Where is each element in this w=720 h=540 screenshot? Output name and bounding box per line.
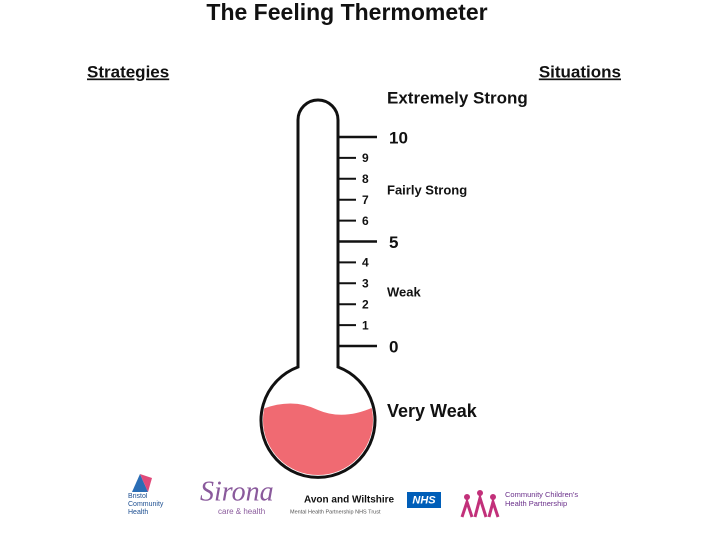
tick-label: 8	[362, 172, 369, 186]
logo-text: Sirona	[200, 476, 274, 507]
tick-label: 6	[362, 214, 369, 228]
tick-label: 10	[389, 128, 408, 147]
logo-text: Avon and Wiltshire	[304, 495, 395, 506]
level-label: Weak	[387, 284, 421, 299]
logo-tagline: Mental Health Partnership NHS Trust	[290, 509, 381, 515]
logo: Community Children's Health Partnership	[460, 490, 579, 518]
title: The Feeling Thermometer	[206, 0, 487, 25]
tick-label: 9	[362, 151, 369, 165]
tick-label: 2	[362, 297, 369, 311]
logo: Sirona care & health	[200, 476, 274, 516]
level-label: Extremely Strong	[387, 88, 528, 107]
tick-label: 4	[362, 256, 369, 270]
level-label: Very Weak	[387, 401, 478, 421]
tick-label: 1	[362, 318, 369, 332]
tick-label: 5	[389, 233, 398, 252]
logo-badge: NHS	[412, 494, 436, 506]
logo-text: Community Children's Health Partnership	[505, 490, 579, 508]
tick-label: 7	[362, 193, 369, 207]
logo-text: Bristol Community Health	[128, 493, 164, 516]
tick-label: 0	[389, 337, 398, 356]
left-heading: Strategies	[87, 62, 169, 81]
logo: Avon and Wiltshire NHS Mental Health Par…	[290, 492, 441, 515]
tick-label: 3	[362, 276, 369, 290]
right-heading: Situations	[539, 62, 621, 81]
thermometer	[259, 98, 377, 479]
logo-tagline: care & health	[218, 507, 265, 516]
level-label: Fairly Strong	[387, 182, 467, 197]
logo: Bristol Community Health	[128, 474, 164, 516]
